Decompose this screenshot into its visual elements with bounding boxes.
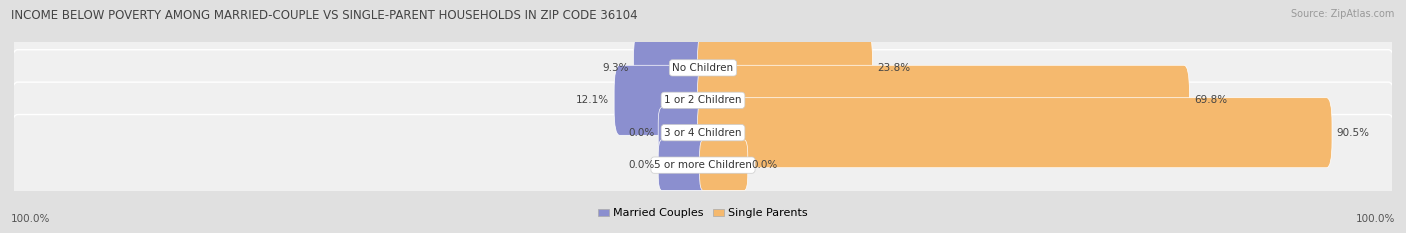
Text: 5 or more Children: 5 or more Children	[654, 160, 752, 170]
Text: 0.0%: 0.0%	[628, 128, 655, 138]
FancyBboxPatch shape	[10, 114, 1396, 216]
Text: 100.0%: 100.0%	[1355, 214, 1395, 224]
Text: 100.0%: 100.0%	[11, 214, 51, 224]
FancyBboxPatch shape	[697, 33, 873, 103]
FancyBboxPatch shape	[697, 98, 1331, 168]
Text: 1 or 2 Children: 1 or 2 Children	[664, 95, 742, 105]
FancyBboxPatch shape	[10, 17, 1396, 119]
Text: 0.0%: 0.0%	[628, 160, 655, 170]
Text: INCOME BELOW POVERTY AMONG MARRIED-COUPLE VS SINGLE-PARENT HOUSEHOLDS IN ZIP COD: INCOME BELOW POVERTY AMONG MARRIED-COUPL…	[11, 9, 638, 22]
FancyBboxPatch shape	[700, 140, 748, 190]
Text: 3 or 4 Children: 3 or 4 Children	[664, 128, 742, 138]
FancyBboxPatch shape	[10, 82, 1396, 183]
FancyBboxPatch shape	[10, 17, 1396, 118]
Text: 69.8%: 69.8%	[1194, 95, 1227, 105]
Text: No Children: No Children	[672, 63, 734, 73]
Text: 12.1%: 12.1%	[576, 95, 609, 105]
FancyBboxPatch shape	[614, 65, 709, 135]
Text: 90.5%: 90.5%	[1337, 128, 1369, 138]
Text: 9.3%: 9.3%	[602, 63, 628, 73]
FancyBboxPatch shape	[658, 140, 706, 190]
Legend: Married Couples, Single Parents: Married Couples, Single Parents	[598, 208, 808, 218]
FancyBboxPatch shape	[658, 107, 706, 158]
Text: 23.8%: 23.8%	[877, 63, 911, 73]
FancyBboxPatch shape	[10, 49, 1396, 151]
FancyBboxPatch shape	[10, 50, 1396, 151]
Text: 0.0%: 0.0%	[751, 160, 778, 170]
FancyBboxPatch shape	[697, 65, 1189, 135]
FancyBboxPatch shape	[634, 33, 709, 103]
Text: Source: ZipAtlas.com: Source: ZipAtlas.com	[1291, 9, 1395, 19]
FancyBboxPatch shape	[10, 82, 1396, 184]
FancyBboxPatch shape	[10, 115, 1396, 216]
